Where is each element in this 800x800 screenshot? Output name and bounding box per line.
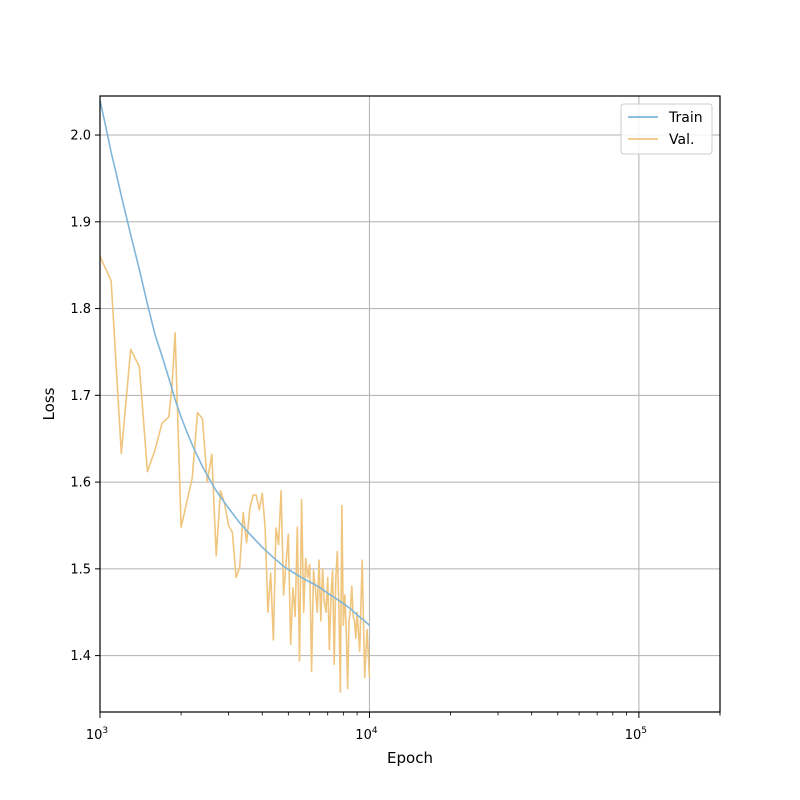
series-line-val — [100, 256, 371, 693]
x-tick-label: 105 — [625, 726, 647, 743]
plot-frame — [99, 95, 721, 713]
y-axis-label: Loss — [40, 387, 58, 420]
y-tick-label: 1.4 — [70, 649, 91, 664]
y-tick-label: 2.0 — [70, 129, 91, 144]
x-tick-label: 103 — [86, 726, 108, 743]
axis-ticks: 1.4 1.5 1.6 1.7 1.8 1.9 2.0 103 104 105 — [70, 129, 721, 743]
x-axis-label: Epoch — [387, 749, 433, 767]
legend-label-val: Val. — [669, 132, 694, 148]
series-layer — [100, 100, 371, 693]
y-tick-label: 1.8 — [70, 302, 91, 317]
legend: Train Val. — [620, 103, 713, 155]
series-line-train — [100, 100, 370, 626]
y-tick-label: 1.6 — [70, 476, 91, 491]
plot-area — [100, 96, 720, 712]
x-tick-label: 104 — [355, 726, 378, 743]
y-tick-label: 1.7 — [70, 389, 91, 404]
legend-label-train: Train — [668, 110, 703, 126]
y-tick-label: 1.9 — [70, 215, 91, 230]
y-tick-label: 1.5 — [70, 562, 91, 577]
gridlines — [100, 96, 720, 712]
